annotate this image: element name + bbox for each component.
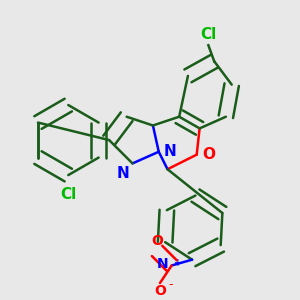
Text: O: O (202, 147, 215, 162)
Text: O: O (154, 284, 166, 298)
Text: Cl: Cl (60, 187, 76, 202)
Text: +: + (173, 258, 181, 268)
Text: N: N (157, 257, 169, 271)
Text: N: N (163, 144, 176, 159)
Text: Cl: Cl (200, 27, 217, 42)
Text: -: - (169, 278, 173, 291)
Text: O: O (151, 234, 163, 248)
Text: N: N (117, 166, 130, 181)
